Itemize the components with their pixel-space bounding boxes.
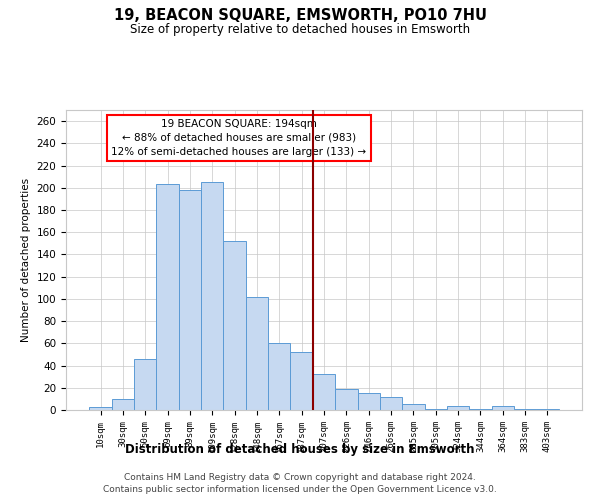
Text: Contains HM Land Registry data © Crown copyright and database right 2024.: Contains HM Land Registry data © Crown c…: [124, 472, 476, 482]
Bar: [157, 184, 179, 410]
Text: Size of property relative to detached houses in Emsworth: Size of property relative to detached ho…: [130, 22, 470, 36]
Bar: [313, 374, 335, 410]
Bar: [268, 344, 290, 410]
Bar: [380, 396, 402, 410]
Bar: [335, 389, 358, 410]
Text: Contains public sector information licensed under the Open Government Licence v3: Contains public sector information licen…: [103, 485, 497, 494]
Bar: [223, 241, 246, 410]
Bar: [134, 359, 157, 410]
Bar: [402, 404, 425, 410]
Y-axis label: Number of detached properties: Number of detached properties: [21, 178, 31, 342]
Bar: [425, 409, 447, 410]
Bar: [358, 394, 380, 410]
Bar: [290, 352, 313, 410]
Bar: [112, 399, 134, 410]
Bar: [536, 409, 559, 410]
Text: 19, BEACON SQUARE, EMSWORTH, PO10 7HU: 19, BEACON SQUARE, EMSWORTH, PO10 7HU: [113, 8, 487, 22]
Bar: [514, 409, 536, 410]
Bar: [447, 406, 469, 410]
Bar: [246, 296, 268, 410]
Bar: [89, 406, 112, 410]
Bar: [201, 182, 223, 410]
Bar: [179, 190, 201, 410]
Bar: [491, 406, 514, 410]
Bar: [469, 409, 491, 410]
Text: Distribution of detached houses by size in Emsworth: Distribution of detached houses by size …: [125, 442, 475, 456]
Text: 19 BEACON SQUARE: 194sqm
← 88% of detached houses are smaller (983)
12% of semi-: 19 BEACON SQUARE: 194sqm ← 88% of detach…: [111, 119, 367, 157]
